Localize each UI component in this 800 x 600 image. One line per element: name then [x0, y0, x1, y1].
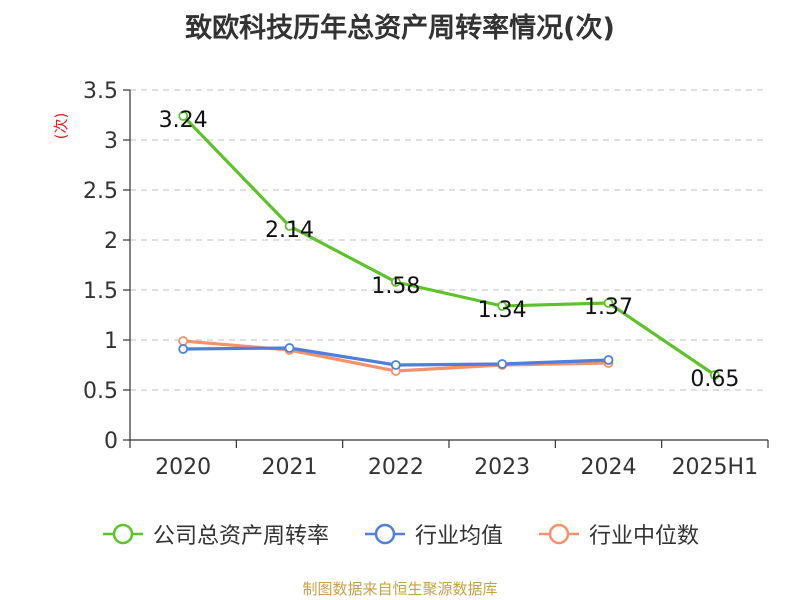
y-tick-label: 3 — [104, 129, 118, 154]
legend-label: 行业均值 — [414, 524, 503, 549]
data-point — [178, 111, 189, 121]
series-lines — [178, 111, 720, 380]
legend-label: 行业中位数 — [589, 524, 700, 549]
legend-circle — [112, 523, 134, 545]
data-point — [178, 336, 189, 346]
legend-item[interactable]: 行业中位数 — [537, 518, 699, 550]
y-tick-label: 0.5 — [83, 379, 118, 404]
x-tick-label: 2021 — [262, 455, 318, 480]
data-point — [497, 301, 508, 311]
legend-marker-icon — [539, 523, 579, 545]
x-tick-label: 2024 — [581, 455, 637, 480]
legend-marker-icon — [364, 523, 405, 545]
data-point — [390, 277, 401, 287]
data-label: 3.24 — [159, 108, 208, 133]
y-tick-label: 2.5 — [83, 179, 118, 204]
legend-label: 公司总资产周转率 — [152, 524, 329, 549]
axes: 0 0.5 1 1.5 2 2.5 3 3.5 2020 2021 2022 2023 2024 2025… — [83, 79, 769, 480]
data-point — [284, 221, 295, 231]
x-tick-label: 2025H1 — [672, 455, 759, 480]
data-point — [603, 355, 614, 365]
legend-item[interactable]: 公司总资产周转率 — [101, 518, 329, 550]
data-point — [284, 343, 295, 353]
data-point — [178, 344, 189, 354]
data-point — [603, 298, 614, 308]
data-label: 1.58 — [371, 274, 420, 299]
y-tick-label: 2 — [104, 229, 118, 254]
y-tick-label: 1.5 — [83, 279, 118, 304]
chart-title: 致欧科技历年总资产周转率情况(次) — [185, 13, 615, 44]
data-labels: 3.24 2.14 1.58 1.34 1.37 0.65 — [159, 108, 740, 392]
legend-marker-icon — [102, 523, 143, 545]
legend: 公司总资产周转率 行业均值 行业中位数 — [0, 518, 800, 550]
data-label: 2.14 — [265, 218, 314, 243]
data-label: 1.37 — [584, 295, 633, 320]
data-label: 1.34 — [478, 298, 527, 323]
legend-item[interactable]: 行业均值 — [363, 518, 503, 550]
data-point — [390, 360, 401, 370]
data-point — [709, 370, 720, 380]
data-label: 0.65 — [690, 367, 739, 392]
y-tick-label: 3.5 — [83, 79, 118, 104]
legend-circle — [374, 523, 396, 545]
x-tick-label: 2023 — [474, 455, 530, 480]
series-line — [182, 114, 716, 377]
y-axis-label: (次) — [52, 113, 70, 140]
legend-circle — [548, 523, 570, 545]
data-point — [497, 359, 508, 369]
x-tick-label: 2022 — [368, 455, 424, 480]
y-tick-label: 0 — [104, 429, 118, 454]
x-tick-label: 2020 — [155, 455, 211, 480]
source-note: 制图数据来自恒生聚源数据库 — [302, 580, 498, 598]
y-tick-label: 1 — [104, 329, 118, 354]
